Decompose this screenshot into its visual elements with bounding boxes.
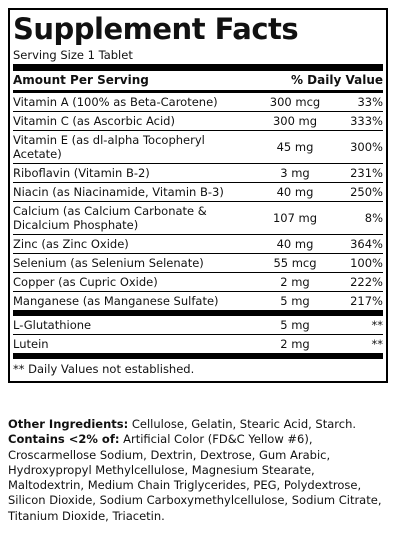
section-divider (13, 310, 383, 316)
nutrient-name: Vitamin C (as Ascorbic Acid) (13, 114, 175, 128)
nutrient-amount: 300 mcg (269, 95, 321, 109)
daily-value-header: % Daily Value (290, 73, 383, 87)
nutrient-row: Vitamin A (100% as Beta-Carotene) 300 mcg… (13, 93, 383, 112)
footnote-divider (13, 353, 383, 359)
nutrient-amount: 2 mg (280, 275, 310, 289)
serving-size: Serving Size 1 Tablet (13, 48, 133, 62)
other-ingredients-label: Other Ingredients: (8, 417, 129, 431)
nutrient-daily-value: 231% (350, 166, 383, 180)
nutrient-name: L-Glutathione (13, 318, 92, 332)
nutrient-row: Manganese (as Manganese Sulfate) 5 mg 217% (13, 292, 383, 310)
contains-label: Contains <2% of: (8, 432, 120, 447)
nutrient-amount: 40 mg (276, 237, 314, 251)
nutrient-name: Vitamin E (as dl-alpha Tocopheryl Acetat… (13, 133, 205, 161)
nutrient-amount: 5 mg (280, 318, 310, 332)
nutrient-name: Niacin (as Niacinamide, Vitamin B-3) (13, 185, 224, 199)
nutrient-daily-value: 300% (350, 140, 383, 154)
nutrient-row: Lutein 2 mg ** (13, 335, 383, 353)
nutrient-row: Zinc (as Zinc Oxide) 40 mg 364% (13, 235, 383, 254)
nutrient-name: Calcium (as Calcium Carbonate & Dicalciu… (13, 204, 207, 232)
header-divider (13, 90, 383, 93)
nutrient-daily-value: 217% (350, 294, 383, 308)
nutrient-name: Selenium (as Selenium Selenate) (13, 256, 204, 270)
nutrient-amount: 55 mcg (273, 256, 317, 270)
nutrient-row: Selenium (as Selenium Selenate) 55 mcg 100… (13, 254, 383, 273)
ingredients-section: Other Ingredients: Cellulose, Gelatin, S… (8, 417, 392, 524)
nutrient-row: L-Glutathione 5 mg ** (13, 316, 383, 335)
nutrient-amount: 5 mg (280, 294, 310, 308)
nutrient-amount: 107 mg (272, 211, 318, 225)
nutrient-daily-value: ** (371, 318, 384, 332)
nutrient-row: Copper (as Cupric Oxide) 2 mg 222% (13, 273, 383, 292)
nutrient-daily-value: ** (371, 337, 384, 351)
contains-text: Artificial Color (FD&C Yellow #6), Crosc… (8, 432, 382, 523)
nutrient-daily-value: 100% (350, 256, 383, 270)
nutrient-name: Zinc (as Zinc Oxide) (13, 237, 129, 251)
nutrient-name: Riboflavin (Vitamin B-2) (13, 166, 150, 180)
other-ingredients-text: Cellulose, Gelatin, Stearic Acid, Starch… (131, 417, 357, 431)
supplement-facts-panel: Supplement Facts Serving Size 1 Tablet A… (8, 8, 388, 383)
nutrient-row: Riboflavin (Vitamin B-2) 3 mg 231% (13, 164, 383, 183)
nutrient-name: Lutein (13, 337, 49, 351)
nutrient-daily-value: 333% (350, 114, 383, 128)
nutrient-daily-value: 8% (364, 211, 383, 225)
nutrient-daily-value: 364% (350, 237, 383, 251)
nutrient-name: Copper (as Cupric Oxide) (13, 275, 158, 289)
nutrient-list: Vitamin A (100% as Beta-Carotene) 300 mcg… (13, 93, 383, 310)
nutrient-row: Vitamin E (as dl-alpha Tocopheryl Acetat… (13, 131, 383, 164)
nutrient-row: Vitamin C (as Ascorbic Acid) 300 mg 333% (13, 112, 383, 131)
nutrient-daily-value: 222% (350, 275, 383, 289)
column-header: Amount Per Serving % Daily Value (13, 71, 383, 90)
nutrient-row: Calcium (as Calcium Carbonate & Dicalciu… (13, 202, 383, 235)
footnote: ** Daily Values not established. (13, 362, 195, 376)
amount-per-serving-header: Amount Per Serving (13, 73, 149, 87)
nutrient-amount: 300 mg (272, 114, 318, 128)
nutrient-amount: 2 mg (280, 337, 310, 351)
panel-title: Supplement Facts (13, 12, 299, 46)
other-nutrient-list: L-Glutathione 5 mg ** Lutein 2 mg ** (13, 316, 383, 353)
nutrient-amount: 45 mg (276, 140, 314, 154)
nutrient-amount: 40 mg (276, 185, 314, 199)
nutrient-daily-value: 250% (350, 185, 383, 199)
nutrient-daily-value: 33% (357, 95, 383, 109)
nutrient-name: Vitamin A (100% as Beta-Carotene) (13, 95, 218, 109)
thick-divider (13, 64, 383, 71)
nutrient-name: Manganese (as Manganese Sulfate) (13, 294, 219, 308)
nutrient-amount: 3 mg (280, 166, 310, 180)
nutrient-row: Niacin (as Niacinamide, Vitamin B-3) 40 m… (13, 183, 383, 202)
